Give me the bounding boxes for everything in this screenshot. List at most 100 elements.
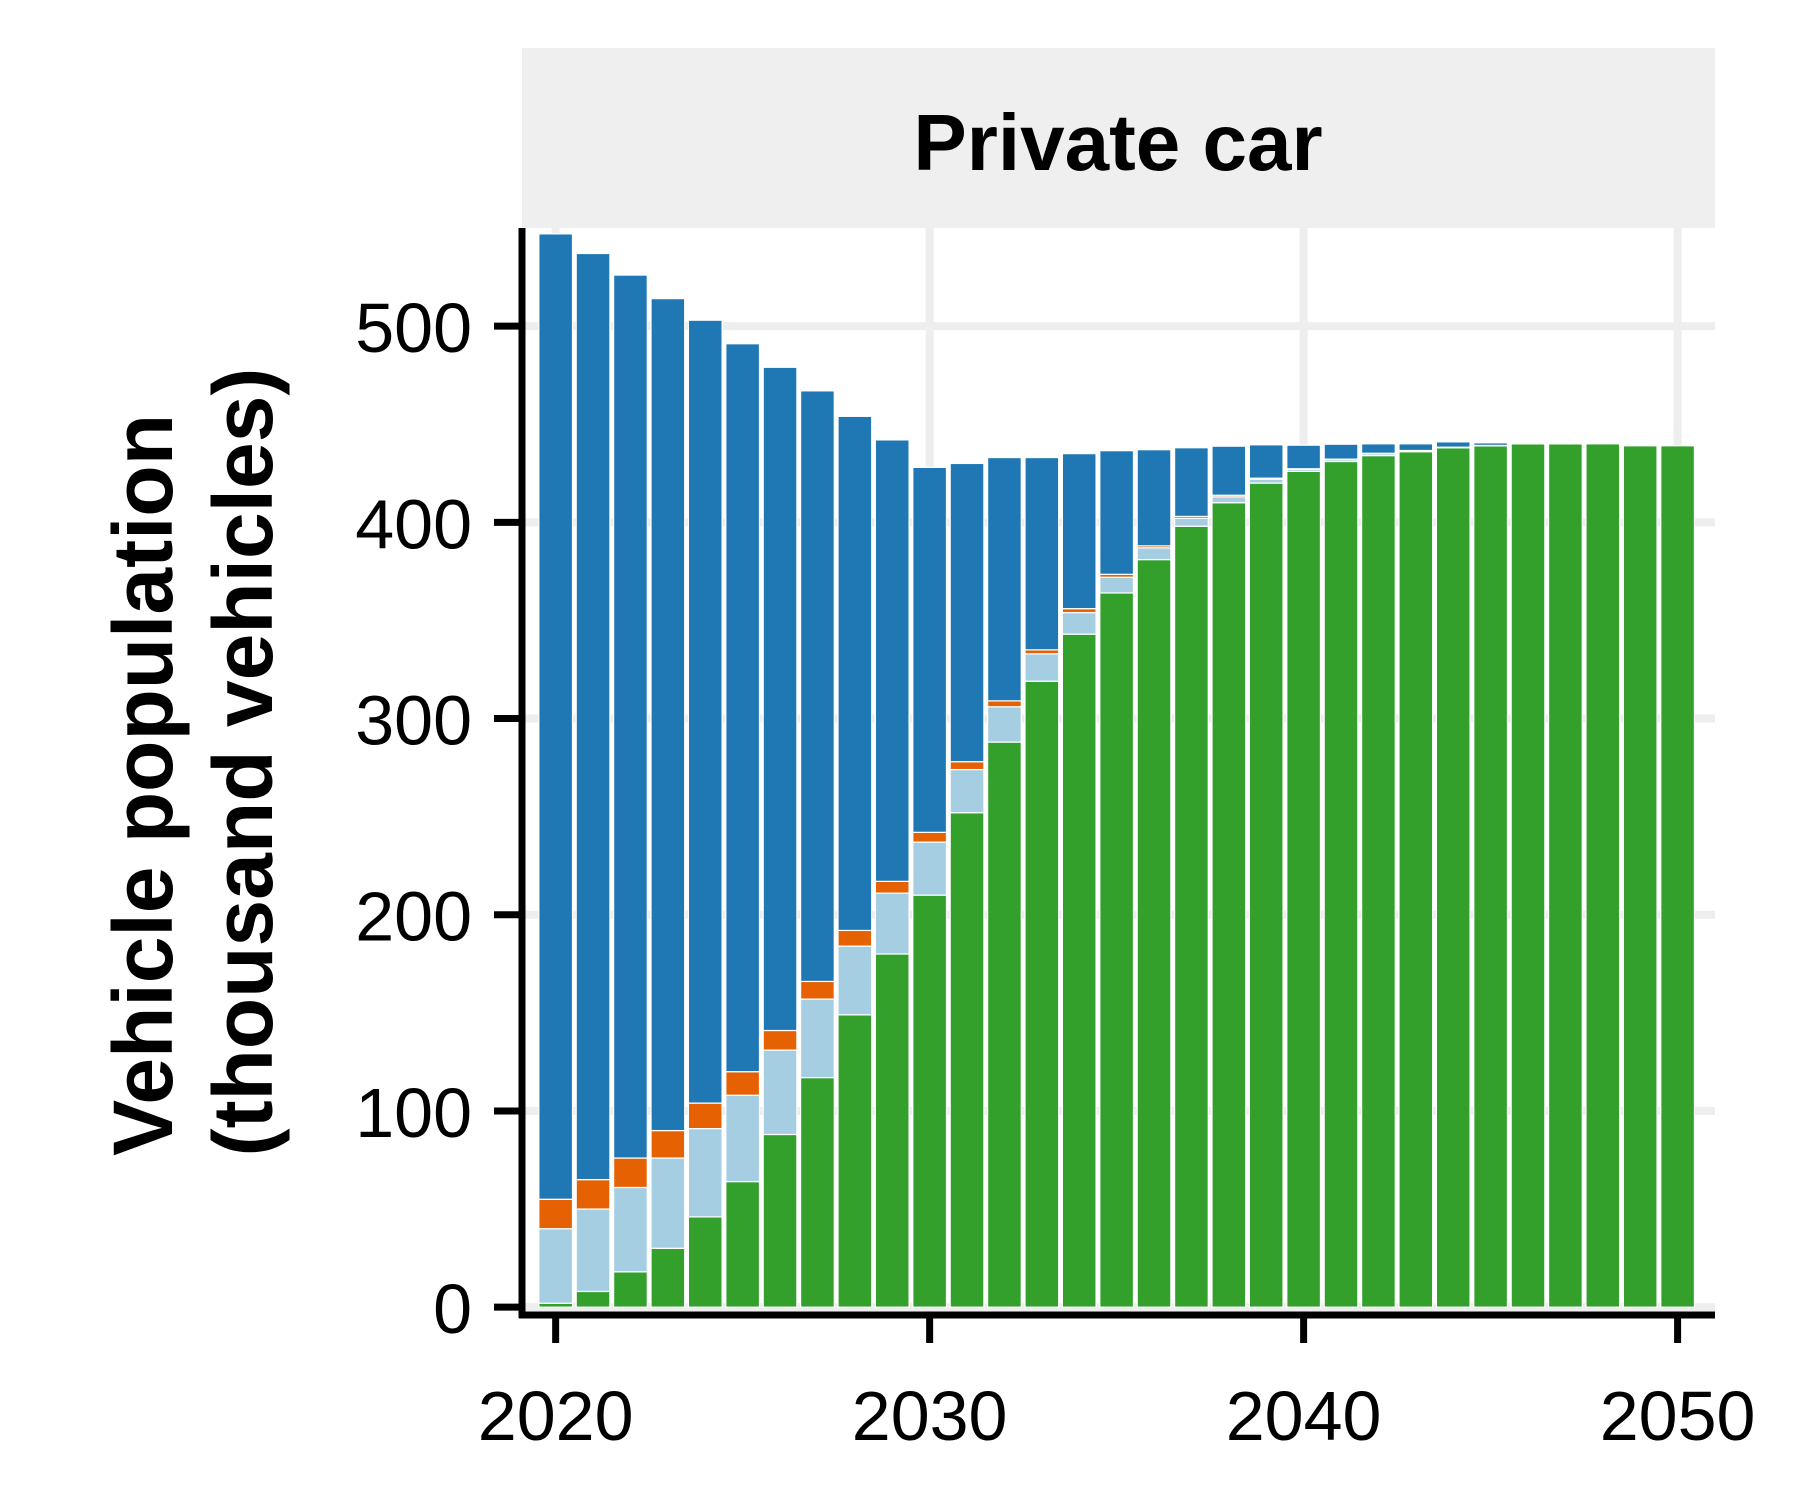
- y-tick-label: 200: [355, 878, 472, 956]
- bar-segment: [1585, 443, 1621, 1308]
- bar-segment: [837, 1014, 873, 1308]
- bar-segment: [1248, 444, 1284, 479]
- y-tick-label: 300: [355, 682, 472, 760]
- bar-segment: [800, 390, 835, 983]
- bar-segment: [1024, 456, 1060, 651]
- bar-segment: [874, 439, 910, 882]
- bar-segment: [987, 741, 1022, 1308]
- bar-segment: [1211, 445, 1247, 496]
- bar-segment: [575, 1179, 611, 1210]
- bar-segment: [725, 1180, 761, 1308]
- bar-segment: [1061, 611, 1097, 635]
- bar-segment: [949, 761, 985, 771]
- bar-segment: [1510, 443, 1546, 1308]
- bar-segment: [762, 1049, 798, 1136]
- y-axis-ticks: 0 100 200 300 400 500: [355, 289, 522, 1348]
- bar-segment: [874, 892, 910, 955]
- bar-segment: [650, 298, 686, 1132]
- bar-segment: [987, 456, 1022, 702]
- bar-segment: [1024, 680, 1060, 1308]
- bars: [538, 233, 1696, 1308]
- bar-segment: [1211, 496, 1247, 504]
- bar-segment: [1435, 447, 1471, 1308]
- y-axis-title-line1: Vehicle population: [96, 414, 190, 1156]
- bar-segment: [725, 343, 761, 1073]
- bar-segment: [613, 1271, 648, 1308]
- bar-segment: [1173, 525, 1209, 1308]
- y-tick-label: 500: [355, 289, 472, 367]
- bar-segment: [725, 1071, 761, 1096]
- bar-segment: [575, 1208, 611, 1293]
- y-axis-title-line2: (thousand vehicles): [196, 368, 290, 1157]
- bar-segment: [538, 1228, 574, 1304]
- bar-segment: [800, 998, 835, 1079]
- bar-segment: [1323, 443, 1359, 460]
- panel-title: Private car: [913, 98, 1322, 187]
- bar-segment: [1547, 442, 1583, 445]
- bar-segment: [538, 1198, 574, 1230]
- bar-segment: [1398, 451, 1434, 1308]
- bar-segment: [1360, 455, 1396, 1308]
- x-tick-label: 2050: [1600, 1377, 1756, 1455]
- bar-segment: [1510, 442, 1546, 445]
- bar-segment: [575, 252, 611, 1181]
- bar-segment: [1136, 558, 1172, 1308]
- panel-strip: [522, 48, 1715, 228]
- bar-segment: [1061, 453, 1097, 610]
- bar-segment: [725, 1094, 761, 1183]
- bar-segment: [687, 1102, 723, 1130]
- bar-segment: [949, 812, 985, 1308]
- bar-segment: [762, 366, 798, 1032]
- bar-segment: [575, 1290, 611, 1308]
- bar-segment: [1136, 449, 1172, 547]
- bar-segment: [837, 415, 873, 932]
- bar-segment: [650, 1157, 686, 1249]
- bar-segment: [1211, 502, 1247, 1308]
- bar-segment: [613, 1186, 648, 1273]
- bar-segment: [687, 1216, 723, 1308]
- bar-segment: [1286, 444, 1322, 470]
- bar-segment: [1360, 443, 1396, 454]
- bar-segment: [800, 1076, 835, 1308]
- bar-segment: [1286, 470, 1322, 1308]
- bar-segment: [1323, 460, 1359, 1308]
- bar-segment: [912, 466, 948, 833]
- x-tick-label: 2020: [478, 1377, 634, 1455]
- bar-segment: [1099, 592, 1135, 1308]
- bar-segment: [949, 462, 985, 763]
- bar-segment: [1435, 441, 1471, 448]
- bar-segment: [538, 233, 574, 1200]
- bar-segment: [1099, 576, 1135, 594]
- bar-segment: [912, 841, 948, 896]
- bar-segment: [1473, 445, 1509, 1308]
- bar-segment: [987, 700, 1022, 708]
- bar-segment: [1473, 442, 1509, 446]
- bar-segment: [762, 1029, 798, 1051]
- y-tick-label: 400: [355, 485, 472, 563]
- y-tick-label: 0: [433, 1270, 472, 1348]
- bar-segment: [1024, 653, 1060, 682]
- bar-segment: [1099, 450, 1135, 575]
- bar-segment: [1398, 443, 1434, 452]
- bar-segment: [837, 945, 873, 1016]
- x-tick-label: 2030: [852, 1377, 1008, 1455]
- bar-segment: [1248, 482, 1284, 1308]
- bar-segment: [874, 953, 910, 1308]
- bar-segment: [762, 1133, 798, 1308]
- bar-segment: [1660, 445, 1696, 1308]
- bar-segment: [800, 980, 835, 1000]
- bar-segment: [912, 894, 948, 1308]
- y-tick-label: 100: [355, 1074, 472, 1152]
- bar-segment: [837, 929, 873, 947]
- bar-segment: [650, 1129, 686, 1159]
- bar-segment: [687, 1128, 723, 1218]
- bar-segment: [1136, 547, 1172, 561]
- bar-segment: [874, 880, 910, 894]
- bar-segment: [1547, 443, 1583, 1308]
- bar-segment: [613, 1157, 648, 1189]
- bar-segment: [650, 1247, 686, 1308]
- bar-segment: [1061, 633, 1097, 1308]
- x-tick-label: 2040: [1226, 1377, 1382, 1455]
